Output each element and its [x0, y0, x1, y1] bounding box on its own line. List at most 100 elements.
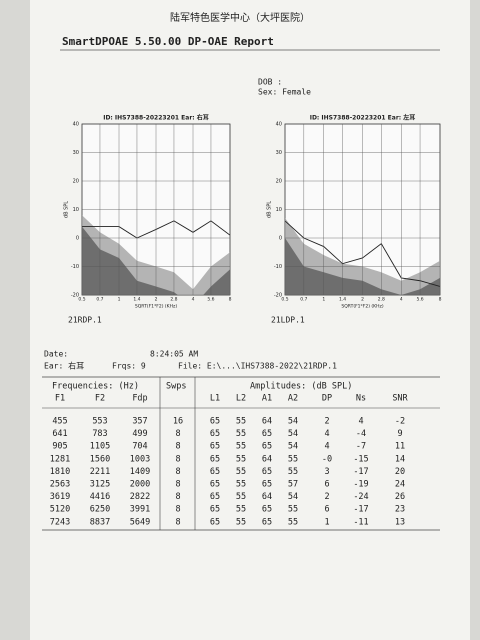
table-cell: 55 — [288, 467, 298, 477]
table-cell: 55 — [236, 517, 246, 527]
table-cell: 4 — [324, 442, 329, 452]
table-cell: 8 — [175, 492, 180, 502]
table-cell: 24 — [395, 480, 405, 490]
table-cell: 8 — [175, 467, 180, 477]
column-header: SNR — [392, 394, 408, 404]
table-cell: 55 — [236, 492, 246, 502]
table-cell: 3991 — [130, 505, 150, 515]
x-tick-label: 2.8 — [378, 297, 385, 303]
table-cell: 905 — [52, 442, 67, 452]
x-tick-label: 4 — [400, 297, 403, 303]
y-tick-label: 10 — [73, 207, 79, 213]
table-cell: 553 — [92, 417, 107, 427]
group-header: Frequencies: (Hz) — [52, 382, 139, 392]
table-cell: 65 — [262, 467, 272, 477]
chart-title: ID: IHS7388-20223201 Ear: 右耳 — [103, 114, 209, 122]
table-cell: 64 — [262, 454, 272, 464]
dob: DOB : — [258, 78, 282, 87]
table-cell: 8 — [175, 442, 180, 452]
table-cell: 3619 — [50, 492, 70, 502]
x-axis-label: SQRT(F1*F2) (KHz) — [341, 304, 383, 310]
table-cell: 11 — [395, 442, 405, 452]
table-cell: 55 — [288, 505, 298, 515]
table-cell: 2000 — [130, 480, 150, 490]
table-cell: 7243 — [50, 517, 70, 527]
table-cell: 55 — [288, 517, 298, 527]
table-cell: 499 — [132, 429, 147, 439]
table: Frequencies: (Hz) Swps Amplitudes: (dB SPL… — [50, 382, 409, 528]
charts: ID: IHS7388-20223201 Ear: 右耳 dB SPL SQRT(F… — [64, 114, 442, 325]
table-cell: -2 — [395, 417, 405, 427]
table-cell: 65 — [262, 517, 272, 527]
table-cell: 57 — [288, 480, 298, 490]
table-cell: 1409 — [130, 467, 150, 477]
table-cell: 2 — [324, 417, 329, 427]
y-tick-label: 30 — [73, 150, 79, 156]
x-tick-label: 2 — [155, 297, 158, 303]
x-tick-label: 1.4 — [339, 297, 346, 303]
table-cell: 5120 — [50, 505, 70, 515]
table-cell: 20 — [395, 467, 405, 477]
x-tick-label: 8 — [229, 297, 232, 303]
table-cell: 65 — [262, 505, 272, 515]
table-cell: 2822 — [130, 492, 150, 502]
date: Date: — [44, 350, 68, 359]
table-cell: 16 — [173, 417, 183, 427]
table-cell: 65 — [262, 429, 272, 439]
table-cell: 65 — [262, 442, 272, 452]
column-header: L1 — [210, 394, 220, 404]
table-cell: -15 — [353, 454, 368, 464]
table-cell: 8837 — [90, 517, 110, 527]
group-header: Swps — [166, 382, 186, 392]
column-header: F1 — [55, 394, 65, 404]
table-cell: 8 — [175, 454, 180, 464]
ear: Ear: 右耳 — [44, 361, 84, 371]
table-cell: 55 — [236, 417, 246, 427]
column-header: F2 — [95, 394, 105, 404]
table-cell: 8 — [175, 505, 180, 515]
table-cell: 6250 — [90, 505, 110, 515]
table-cell: 23 — [395, 505, 405, 515]
x-tick-label: 1 — [322, 297, 325, 303]
table-cell: 26 — [395, 492, 405, 502]
y-axis-label: dB SPL — [64, 201, 70, 218]
y-tick-label: 40 — [73, 122, 79, 128]
table-cell: 54 — [288, 417, 298, 427]
y-tick-label: 20 — [73, 179, 79, 185]
table-cell: -19 — [353, 480, 368, 490]
x-tick-label: 8 — [439, 297, 442, 303]
table-cell: 14 — [395, 454, 405, 464]
table-cell: 65 — [210, 492, 220, 502]
column-header: Ns — [356, 394, 366, 404]
table-cell: 1560 — [90, 454, 110, 464]
table-cell: 3 — [324, 467, 329, 477]
table-cell: 4 — [324, 429, 329, 439]
x-tick-label: 2 — [361, 297, 364, 303]
table-cell: 65 — [210, 517, 220, 527]
table-cell: 55 — [236, 442, 246, 452]
table-cell: 65 — [262, 480, 272, 490]
x-tick-label: 1 — [118, 297, 121, 303]
table-cell: 783 — [92, 429, 107, 439]
x-tick-label: 0.7 — [300, 297, 307, 303]
report-title: SmartDPOAE 5.50.00 DP-OAE Report — [62, 35, 274, 48]
table-cell: 65 — [210, 417, 220, 427]
table-cell: 65 — [210, 505, 220, 515]
table-cell: 704 — [132, 442, 147, 452]
column-header: DP — [322, 394, 332, 404]
table-cell: 55 — [288, 454, 298, 464]
table-cell: -4 — [356, 429, 366, 439]
table-cell: 65 — [210, 429, 220, 439]
table-cell: 55 — [236, 454, 246, 464]
table-cell: 13 — [395, 517, 405, 527]
table-cell: 8 — [175, 480, 180, 490]
table-cell: 65 — [210, 454, 220, 464]
table-cell: 4416 — [90, 492, 110, 502]
y-tick-label: 40 — [276, 122, 282, 128]
table-cell: 1 — [324, 517, 329, 527]
table-cell: -0 — [322, 454, 332, 464]
table-cell: 54 — [288, 442, 298, 452]
y-tick-label: 0 — [279, 236, 282, 242]
